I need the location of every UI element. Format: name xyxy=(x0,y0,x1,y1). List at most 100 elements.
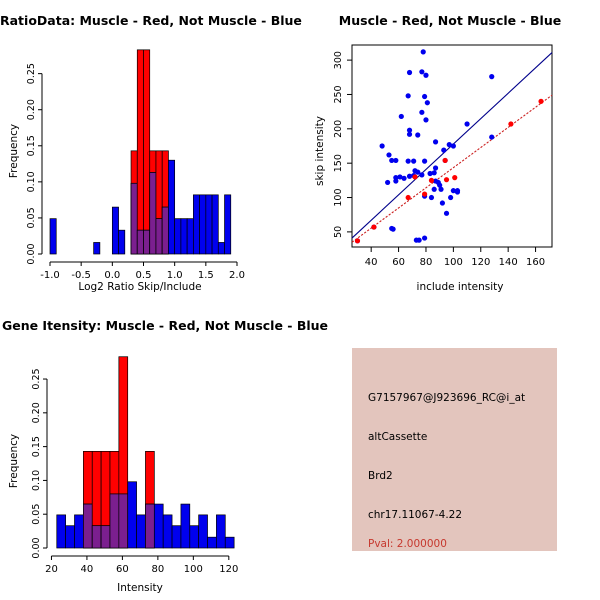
svg-ratio-bars xyxy=(49,49,232,255)
hist-bar-blue xyxy=(224,194,232,255)
y-tick-label: 100 xyxy=(333,188,344,206)
scatter-point-red xyxy=(538,98,544,104)
scatter-point-blue xyxy=(405,93,411,99)
y-tick-label: 0.05 xyxy=(26,207,37,228)
scatter-point-blue xyxy=(422,158,428,164)
regression-line xyxy=(351,94,553,243)
hist-bar-overlap xyxy=(130,182,138,255)
hist-bar-blue xyxy=(111,206,119,255)
x-tick-label: 120 xyxy=(219,564,238,575)
scatter-point-blue xyxy=(386,152,392,158)
hist-bar-blue xyxy=(127,481,137,549)
scatter-point-blue xyxy=(439,200,446,206)
scatter-point-blue xyxy=(385,179,391,186)
hist-bar-blue xyxy=(180,503,191,549)
scatter-point-red xyxy=(443,177,450,183)
y-tick-label: 0.10 xyxy=(31,470,42,491)
hist-bar-blue xyxy=(189,525,200,549)
scatter-point-blue xyxy=(416,237,422,243)
y-tick-label: 0.00 xyxy=(31,537,42,558)
event-type-text: altCassette xyxy=(368,431,428,443)
scatter-points-blue xyxy=(354,49,495,244)
hist-bar-blue xyxy=(205,194,213,255)
scatter-point-red xyxy=(508,121,514,127)
hist-bar-blue xyxy=(216,514,226,549)
ratio-histogram-title: RatioData: Muscle - Red, Not Muscle - Bl… xyxy=(0,13,302,28)
scatter-point-blue xyxy=(450,188,456,194)
x-tick-label: 60 xyxy=(392,257,405,268)
hist-bar-blue xyxy=(93,242,101,255)
hist-bar-blue xyxy=(136,514,146,549)
scatter-point-blue xyxy=(427,170,433,177)
x-tick-label: 2.0 xyxy=(229,270,245,281)
hist-bar-blue xyxy=(198,514,208,549)
x-tick-label: 100 xyxy=(444,257,463,268)
hist-bar-blue xyxy=(153,503,164,549)
hist-bar-blue xyxy=(211,194,219,255)
hist-bar-overlap xyxy=(100,525,111,549)
hist-bar-blue xyxy=(193,194,200,255)
scatter-point-blue xyxy=(464,121,470,127)
hist-bar-overlap xyxy=(109,493,120,549)
scatter-point-blue xyxy=(398,113,404,120)
ratio-histogram-xlabel: Log2 Ratio Skip/Include xyxy=(78,281,202,293)
gene-symbol-text: Brd2 xyxy=(368,470,393,482)
y-tick-label: 0.15 xyxy=(26,135,37,156)
hist-bar-blue xyxy=(207,536,217,549)
x-tick-label: 160 xyxy=(526,257,545,268)
locus-text: chr17.11067-4.22 xyxy=(368,509,463,521)
hist-bar-overlap xyxy=(149,172,157,255)
hist-bar-blue xyxy=(174,218,182,255)
hist-bar-overlap xyxy=(161,206,169,255)
scatter-point-red xyxy=(405,194,411,201)
gene-histogram-xlabel: Intensity xyxy=(117,582,163,594)
scatter-point-blue xyxy=(389,157,395,164)
scatter-point-red xyxy=(442,157,448,164)
x-tick-label: -0.5 xyxy=(71,270,91,281)
hist-bar-overlap xyxy=(118,493,129,549)
x-tick-label: 40 xyxy=(81,564,94,575)
plot-box xyxy=(351,44,553,248)
gene-histogram-panel: Gene Itensity: Muscle - Red, Not Muscle … xyxy=(0,300,340,600)
scatter-point-blue xyxy=(405,158,411,164)
scatter-point-blue xyxy=(419,172,425,178)
x-tick-label: 0.0 xyxy=(104,270,120,281)
svg-gene-bars xyxy=(56,356,235,549)
x-tick-label: 80 xyxy=(152,564,165,575)
y-tick-label: 200 xyxy=(333,120,344,138)
ratio-histogram-plot: 0.00 0.05 0.10 0.15 0.20 0.25 -1.0 -0.5 0.0 0.5 1.… xyxy=(26,49,245,281)
scatter-point-blue xyxy=(489,134,495,140)
hist-bar-blue xyxy=(65,525,75,549)
scatter-point-blue xyxy=(432,165,439,171)
scatter-point-blue xyxy=(406,173,413,179)
y-tick-label: 0.15 xyxy=(31,436,42,457)
y-tick-label: 0.25 xyxy=(26,63,37,84)
hist-bar-overlap xyxy=(143,229,151,255)
hist-bar-blue xyxy=(224,536,235,549)
hist-bar-overlap xyxy=(83,503,93,549)
scatter-point-blue xyxy=(448,194,454,201)
hist-bar-overlap xyxy=(145,503,155,549)
hist-bar-blue xyxy=(162,514,173,549)
hist-bar-blue xyxy=(56,514,66,549)
scatter-point-red xyxy=(354,238,361,244)
gene-info-panel: G7157967@J923696_RC@i_at altCassette Brd… xyxy=(352,348,557,551)
scatter-point-blue xyxy=(489,74,495,80)
y-tick-label: 0.20 xyxy=(26,99,37,120)
y-tick-label: 150 xyxy=(333,154,344,172)
scatter-point-blue xyxy=(431,186,437,192)
scatter-point-blue xyxy=(443,210,450,216)
scatter-point-red xyxy=(371,224,377,230)
scatter-point-red xyxy=(452,175,458,181)
y-tick-label: 0.00 xyxy=(26,243,37,264)
scatter-point-blue xyxy=(406,127,413,133)
scatter-point-blue xyxy=(437,182,443,188)
x-tick-label: 60 xyxy=(116,564,129,575)
scatter-point-blue xyxy=(401,175,407,181)
ratio-histogram-panel: RatioData: Muscle - Red, Not Muscle - Bl… xyxy=(0,0,302,300)
scatter-point-blue xyxy=(390,226,396,232)
y-tick-label: 250 xyxy=(333,85,344,103)
scatter-point-blue xyxy=(450,143,456,149)
scatter-point-red xyxy=(428,177,435,183)
svg-scatter-axes: 50 100 150 200 250 300 40 60 80 100 120 140 160 xyxy=(333,51,545,268)
